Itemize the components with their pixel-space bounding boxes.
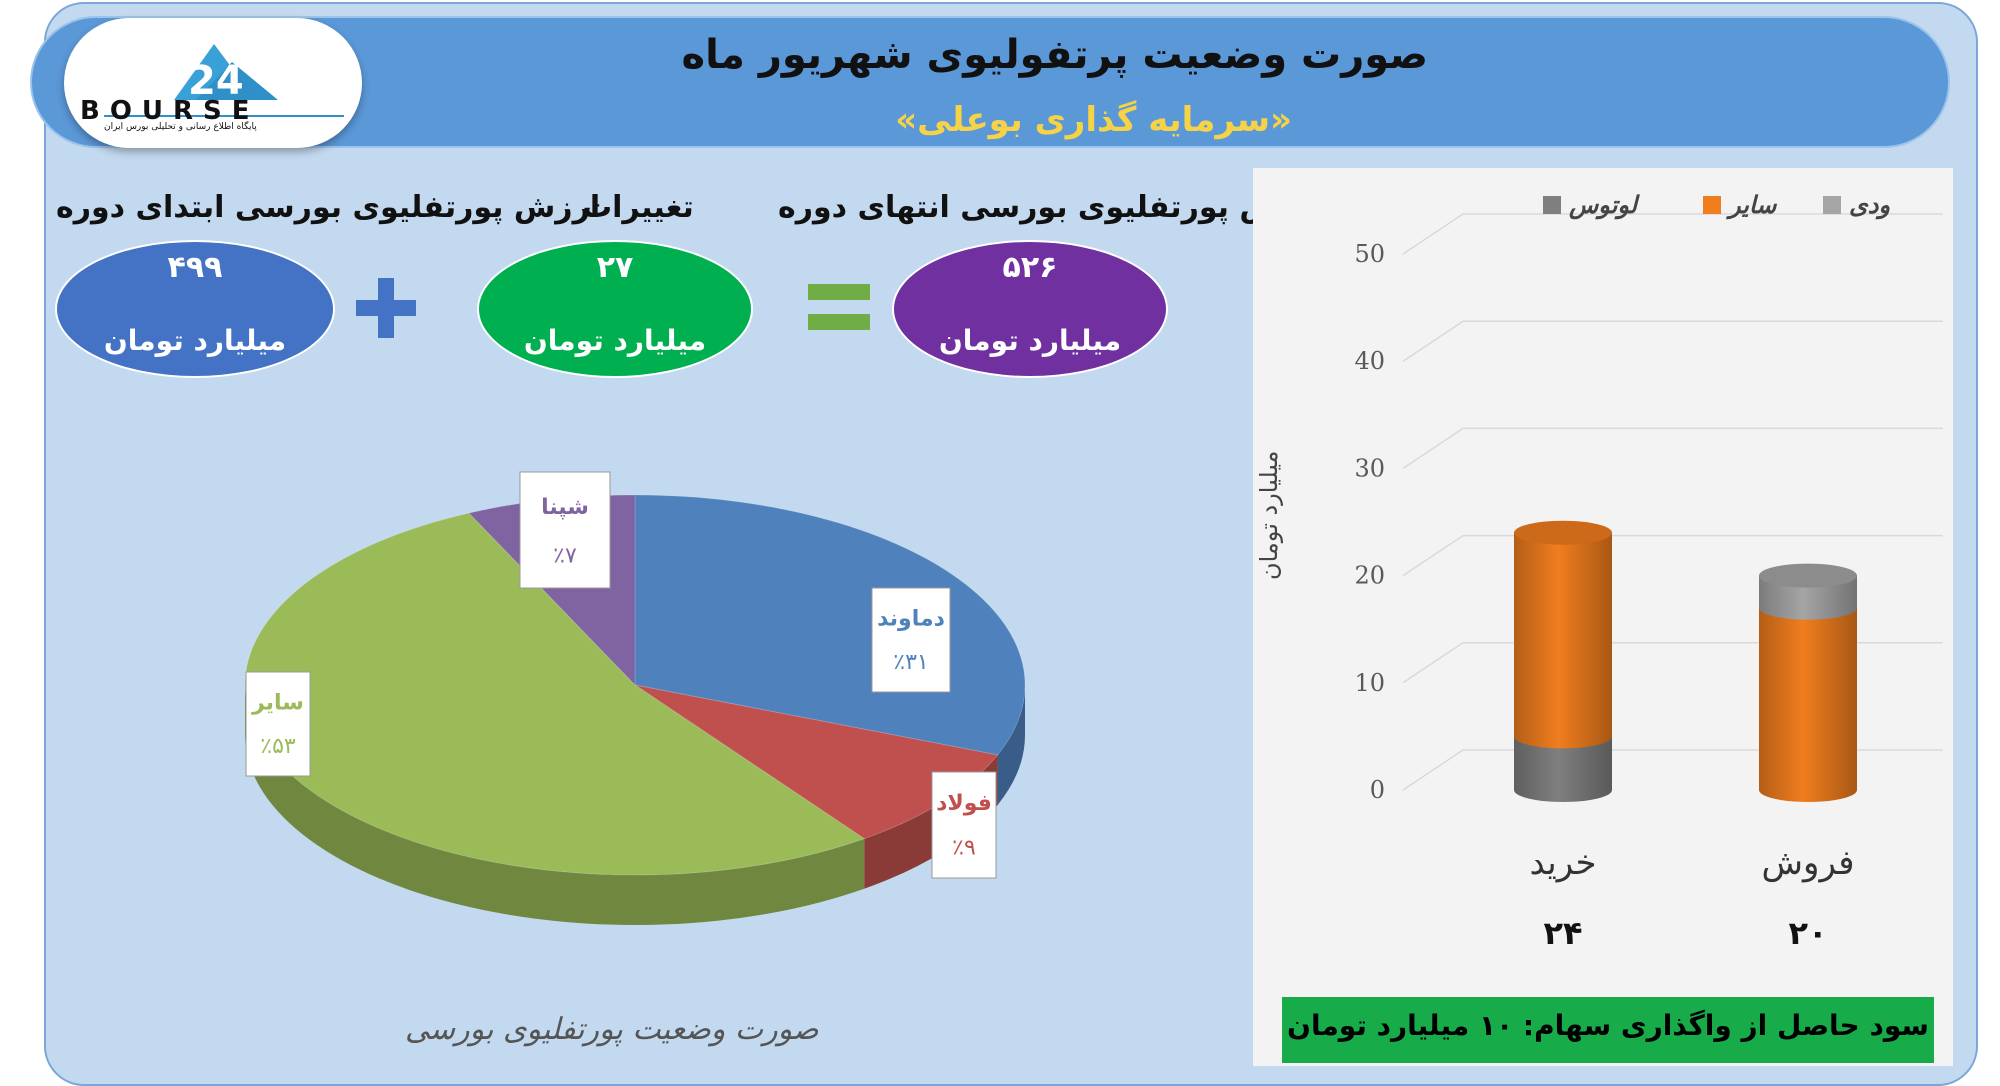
pie-label-name: دماوند: [877, 606, 945, 631]
pie-side-دماوند: [997, 685, 1025, 805]
kpi-change-value: ۲۷: [596, 250, 634, 285]
legend-label: سایر: [1725, 191, 1777, 220]
legend-item-سایر: سایر: [1703, 191, 1777, 220]
y-tick-label: 30: [1354, 454, 1385, 482]
y-tick-label: 0: [1370, 776, 1385, 804]
y-tick-label: 20: [1354, 562, 1385, 590]
pie-label-value: ٪۳۱: [893, 650, 928, 675]
legend-swatch: [1703, 196, 1721, 214]
bar-cap: [1514, 520, 1612, 545]
pie-slice-سایر: [244, 512, 866, 876]
legend-item-ودی: ودی: [1823, 191, 1890, 220]
kpi-start-unit: میلیارد تومان: [103, 324, 287, 357]
bar-cap: [1759, 563, 1857, 588]
legend-item-لوتوس: لوتوس: [1543, 191, 1641, 220]
pie-label-سایر: سایر ٪۵۳: [245, 671, 311, 777]
equals-icon: [808, 284, 870, 330]
pie-label-شپنا: شپنا ٪۷: [519, 471, 611, 589]
logo-tagline: پایگاه اطلاع رسانی و تحلیلی بورس ایران: [104, 122, 257, 132]
kpi-start-label: ارزش پورتفلیوی بورسی ابتدای دوره: [56, 190, 601, 225]
legend-swatch: [1543, 196, 1561, 214]
kpi-change-unit: میلیارد تومان: [523, 324, 707, 357]
kpi-change-label: تغییرات: [582, 190, 694, 225]
x-category-label: خرید: [1529, 843, 1596, 883]
legend-swatch: [1823, 196, 1841, 214]
page-subtitle: «سرمایه گذاری بوعلی»: [895, 100, 1292, 140]
pie-label-value: ٪۹: [952, 836, 976, 861]
logo-number: 24: [188, 58, 244, 104]
pie-label-فولاد: فولاد ٪۹: [931, 771, 997, 879]
kpi-start-value: ۴۹۹: [167, 250, 223, 285]
kpi-start-ellipse: ۴۹۹ میلیارد تومان: [55, 240, 335, 378]
page-title: صورت وضعیت پرتفولیوی شهریور ماه: [681, 32, 1428, 78]
plus-icon: [356, 278, 416, 338]
pie-label-name: سایر: [251, 690, 304, 715]
legend-label: لوتوس: [1568, 191, 1641, 220]
pie-label-name: شپنا: [541, 495, 589, 520]
kpi-end-label: ارزش پورتفلیوی بورسی انتهای دوره: [778, 190, 1326, 225]
profit-banner: سود حاصل از واگذاری سهام: ۱۰ میلیارد توم…: [1282, 997, 1934, 1063]
x-category-total: ۲۰: [1788, 914, 1827, 952]
pie-label-name: فولاد: [936, 791, 992, 816]
kpi-end-value: ۵۲۶: [1002, 250, 1058, 285]
bar-segment-سایر-خرید: [1514, 520, 1612, 749]
x-category-label: فروش: [1762, 843, 1855, 883]
pie-label-دماوند: دماوند ٪۳۱: [871, 587, 951, 693]
logo-brand: BOURSE: [80, 96, 260, 126]
portfolio-pie-chart: دماوند ٪۳۱ فولاد ٪۹ سایر ٪۵۳ شپنا ٪۷: [244, 471, 1026, 925]
pie-label-value: ٪۷: [553, 543, 577, 568]
profit-text: سود حاصل از واگذاری سهام: ۱۰ میلیارد توم…: [1287, 1009, 1929, 1042]
pie-chart-title: صورت وضعیت پورتفلیوی بورسی: [405, 1012, 819, 1047]
pie-label-value: ٪۵۳: [260, 734, 296, 759]
pie-side-سایر: [245, 685, 865, 925]
kpi-end-ellipse: ۵۲۶ میلیارد تومان: [892, 240, 1168, 378]
bar-segment-لوتوس-خرید: [1514, 736, 1612, 802]
legend-label: ودی: [1849, 191, 1890, 220]
bar-segment-سایر-فروش: [1759, 607, 1857, 802]
y-tick-label: 50: [1354, 240, 1385, 268]
kpi-change-ellipse: ۲۷ میلیارد تومان: [477, 240, 753, 378]
bourse24-logo: 24: [64, 18, 362, 148]
logo-graphic: 24: [104, 44, 344, 117]
kpi-end-unit: میلیارد تومان: [938, 324, 1122, 357]
header-banner: صورت وضعیت پرتفولیوی شهریور ماه «سرمایه …: [30, 16, 1950, 148]
trades-bar-chart: 0 10 20 30 40 50 خرید ۲۴ فروش ۲۰ ودی سایر لوتوس: [1354, 191, 1943, 952]
y-tick-label: 10: [1354, 669, 1385, 697]
x-category-total: ۲۴: [1543, 914, 1582, 952]
bar-segment-ودی-فروش: [1759, 563, 1857, 620]
bar-chart-ylabel: میلیارد تومان: [1255, 450, 1283, 580]
y-tick-label: 40: [1354, 347, 1385, 375]
